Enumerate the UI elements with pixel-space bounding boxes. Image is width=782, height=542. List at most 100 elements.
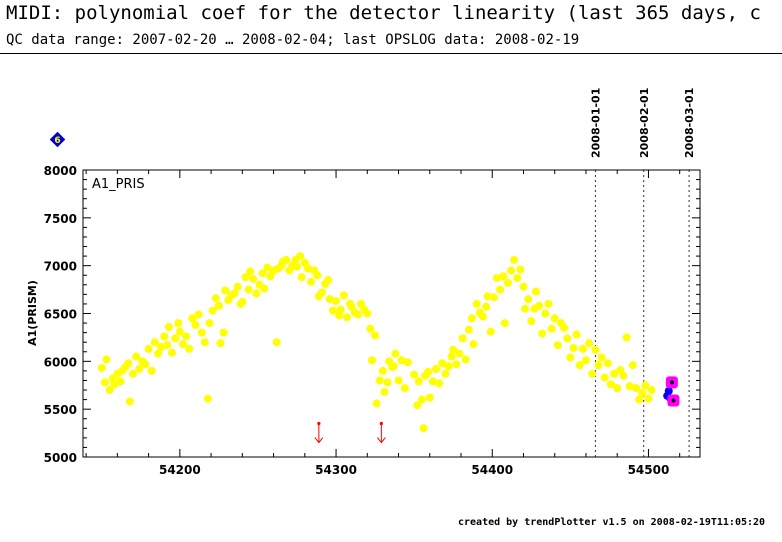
data-point-flagged bbox=[665, 376, 678, 389]
data-point bbox=[600, 373, 609, 382]
data-point bbox=[238, 298, 247, 307]
data-point bbox=[588, 369, 597, 378]
y-tick-label: 8000 bbox=[44, 164, 77, 178]
data-point bbox=[403, 358, 412, 367]
data-point bbox=[458, 334, 467, 343]
data-point bbox=[569, 343, 578, 352]
data-point bbox=[483, 292, 492, 301]
y-tick-label: 6000 bbox=[44, 355, 77, 369]
data-point bbox=[324, 276, 333, 285]
data-point bbox=[510, 255, 519, 264]
data-point bbox=[391, 349, 400, 358]
data-point bbox=[447, 352, 456, 361]
data-point bbox=[372, 399, 381, 408]
data-point bbox=[163, 341, 172, 350]
data-point bbox=[102, 355, 111, 364]
data-point bbox=[455, 349, 464, 358]
date-markers: 2008-01-01 2008-02-01 2008-03-01 bbox=[589, 88, 696, 457]
data-point bbox=[375, 376, 384, 385]
data-point bbox=[619, 371, 628, 380]
data-point bbox=[336, 305, 345, 314]
data-point bbox=[578, 344, 587, 353]
data-point bbox=[622, 333, 631, 342]
data-point bbox=[397, 356, 406, 365]
data-point bbox=[519, 282, 528, 291]
data-point bbox=[435, 379, 444, 388]
data-point bbox=[153, 349, 162, 358]
axes: 5000 5500 6000 6500 7000 7500 8000 54200 54300 54… bbox=[44, 164, 701, 477]
data-point bbox=[263, 263, 272, 272]
data-point bbox=[208, 306, 217, 315]
lower-limit-arrow bbox=[376, 421, 386, 444]
data-point bbox=[249, 275, 258, 284]
data-point bbox=[380, 387, 389, 396]
data-point bbox=[400, 384, 409, 393]
data-point bbox=[550, 314, 559, 323]
data-point bbox=[128, 369, 137, 378]
data-point bbox=[452, 360, 461, 369]
data-point bbox=[496, 285, 505, 294]
y-tick-label: 7000 bbox=[44, 260, 77, 274]
data-point bbox=[499, 272, 508, 281]
data-point bbox=[214, 301, 223, 310]
data-point bbox=[513, 274, 522, 283]
data-point bbox=[486, 327, 495, 336]
data-point bbox=[531, 287, 540, 296]
data-point bbox=[282, 255, 291, 264]
data-point bbox=[603, 359, 612, 368]
data-point bbox=[371, 331, 380, 340]
data-point bbox=[272, 338, 281, 347]
date-marker-label: 2008-01-01 bbox=[589, 88, 602, 158]
data-point bbox=[516, 265, 525, 274]
data-point bbox=[469, 340, 478, 349]
date-marker-label: 2008-03-01 bbox=[683, 88, 696, 158]
data-point bbox=[353, 310, 362, 319]
data-point bbox=[389, 362, 398, 371]
data-point bbox=[182, 332, 191, 341]
data-point bbox=[144, 344, 153, 353]
y-tick-label: 7500 bbox=[44, 212, 77, 226]
data-point bbox=[307, 277, 316, 286]
data-point bbox=[503, 278, 512, 287]
data-point bbox=[394, 376, 403, 385]
data-point bbox=[560, 323, 569, 332]
data-point bbox=[339, 291, 348, 300]
data-point bbox=[246, 267, 255, 276]
data-point bbox=[541, 309, 550, 318]
data-point bbox=[613, 384, 622, 393]
x-tick-label: 54400 bbox=[471, 463, 513, 477]
data-point bbox=[203, 394, 212, 403]
data-point-recent bbox=[664, 386, 673, 395]
data-point bbox=[438, 359, 447, 368]
data-point bbox=[553, 341, 562, 350]
data-point bbox=[635, 395, 644, 404]
x-tick-label: 54200 bbox=[159, 463, 201, 477]
data-point bbox=[425, 393, 434, 402]
data-point bbox=[168, 348, 177, 357]
data-point bbox=[482, 302, 491, 311]
data-point bbox=[641, 381, 650, 390]
data-point bbox=[521, 304, 530, 313]
data-point bbox=[610, 369, 619, 378]
data-point bbox=[197, 328, 206, 337]
data-point bbox=[441, 369, 450, 378]
data-point bbox=[410, 370, 419, 379]
data-point bbox=[252, 289, 261, 298]
data-point bbox=[211, 294, 220, 303]
data-point bbox=[260, 284, 269, 293]
y-tick-label: 5000 bbox=[44, 451, 77, 465]
data-point bbox=[342, 313, 351, 322]
data-point bbox=[132, 352, 141, 361]
data-point bbox=[492, 274, 501, 283]
data-point bbox=[200, 338, 209, 347]
data-point bbox=[185, 344, 194, 353]
plot-frame bbox=[82, 169, 701, 458]
data-point bbox=[191, 320, 200, 329]
data-point bbox=[478, 312, 487, 321]
data-point bbox=[572, 330, 581, 339]
data-point bbox=[625, 382, 634, 391]
data-point bbox=[464, 325, 473, 334]
data-point bbox=[367, 356, 376, 365]
data-point bbox=[188, 314, 197, 323]
